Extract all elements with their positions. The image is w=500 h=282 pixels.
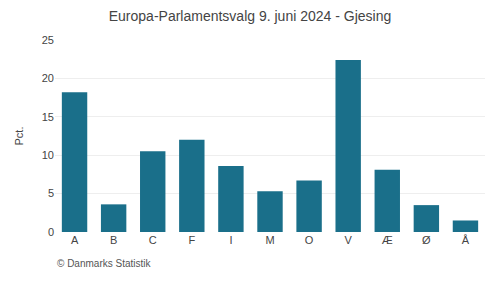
svg-text:Ø: Ø	[422, 234, 431, 246]
svg-text:B: B	[110, 234, 117, 246]
svg-text:0: 0	[48, 226, 54, 238]
svg-text:Pct.: Pct.	[13, 127, 25, 146]
svg-text:C: C	[149, 234, 157, 246]
svg-text:25: 25	[42, 34, 54, 46]
svg-text:Europa-Parlamentsvalg 9. juni: Europa-Parlamentsvalg 9. juni 2024 - Gje…	[109, 8, 392, 24]
svg-text:10: 10	[42, 149, 54, 161]
svg-text:© Danmarks Statistik: © Danmarks Statistik	[57, 258, 152, 269]
svg-text:I: I	[229, 234, 232, 246]
svg-text:Å: Å	[462, 234, 470, 246]
svg-text:Æ: Æ	[382, 234, 393, 246]
svg-text:A: A	[71, 234, 79, 246]
svg-text:M: M	[265, 234, 274, 246]
svg-text:15: 15	[42, 111, 54, 123]
svg-text:F: F	[188, 234, 195, 246]
svg-text:O: O	[305, 234, 314, 246]
svg-text:20: 20	[42, 72, 54, 84]
svg-text:V: V	[345, 234, 353, 246]
svg-text:5: 5	[48, 187, 54, 199]
